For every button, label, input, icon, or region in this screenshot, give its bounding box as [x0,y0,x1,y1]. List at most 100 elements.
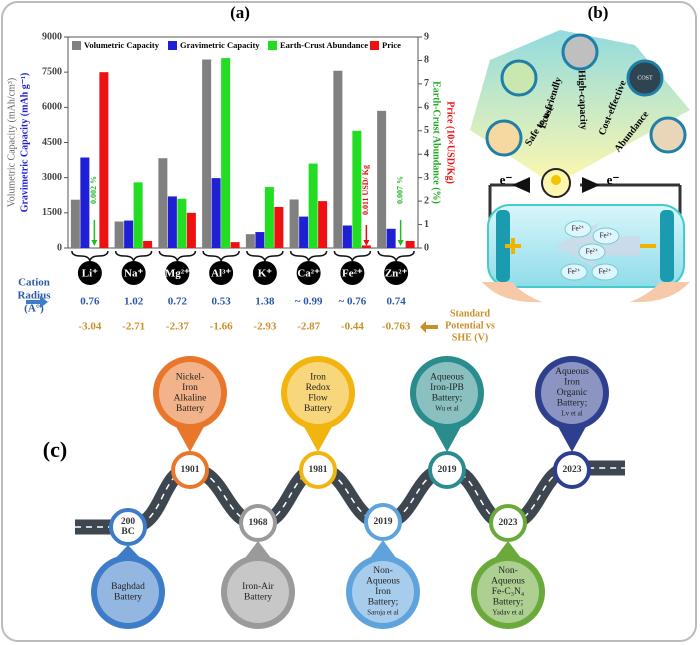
category-badge [340,261,365,285]
x-tick-label: Ca²⁺ [297,268,320,280]
y-tick-label: 3000 [42,172,62,183]
bar [114,221,124,248]
year-node [239,504,277,542]
bar [377,110,387,248]
panel-b: COST Safe to use Eco-friendly High-capac… [470,30,690,303]
legend-swatch [168,41,177,50]
bar [124,220,134,248]
legend-swatch [370,41,379,50]
pin-face [287,362,349,424]
timeline: 200BCBaghdadBattery1901Nickel-IronAlkali… [91,356,609,629]
pin-head [153,356,227,430]
x-tick-label: Mg²⁺ [165,268,190,280]
bar [167,196,177,248]
y-axis-title: Volumetric Capacity (mAh/cm³) [6,78,17,207]
row-label: Cation [18,277,50,289]
pin-face [227,561,289,623]
bar [202,59,212,248]
ion: Fe²⁺ [599,268,612,276]
radius-value: ~ 0.99 [295,296,323,308]
year-label: 2023 [563,465,582,475]
y2-tick-label: 1 [424,219,429,230]
pin-pointer [302,423,334,452]
bar [274,206,284,248]
bar [264,187,274,248]
milestone-label: Flow [308,393,328,403]
milestone-label: Iron [310,372,326,382]
year-label: 2019 [374,517,393,527]
icon [500,59,538,97]
pin-face [477,561,539,623]
year-node [299,451,337,489]
year-node [553,451,591,489]
panel-label: (a) [230,3,250,22]
pin-face [416,362,478,424]
legend-swatch [268,41,277,50]
legend-label: Price [382,40,401,50]
bar [405,240,415,248]
potential-value: -2.87 [297,321,320,333]
bar [99,72,109,249]
bar [255,232,265,248]
milestone-label: Battery [304,404,332,414]
x-tick-label: Li⁺ [82,268,98,280]
radius-value: 0.72 [168,296,188,308]
milestone-label: Wu et al [435,404,458,412]
bar [158,158,168,248]
potential-value: -3.04 [78,321,101,333]
bar [143,240,153,248]
y2-tick-label: 9 [424,31,429,42]
electrode [660,210,674,282]
year-node [109,508,147,546]
milestone-label: Fe-C₃N₄ [492,587,525,597]
annotation: 0.011 USD/ Kg [361,165,370,215]
category-badge [165,261,190,285]
radius-value: 0.53 [212,296,232,308]
x-tick-label: Al³⁺ [211,268,231,280]
milestone-label: Non- [373,566,393,576]
icon [626,59,664,97]
y-tick-label: 9000 [42,31,62,42]
milestone-label: Battery; [368,598,399,608]
y2-tick-label: 0 [424,242,429,253]
electron: e⁻ [500,172,513,187]
electron: e⁻ [607,172,620,187]
legend-label: Earth-Crust Abundance [280,40,368,50]
radius-value: ~ 0.76 [339,296,367,308]
ion: Fe²⁺ [586,248,599,256]
bar [342,225,352,248]
feature-label: High-capacity [576,70,589,130]
year-node [428,451,466,489]
radius-value: 1.38 [255,296,275,308]
milestone-label: Battery [244,592,272,602]
potential-value: -2.93 [253,321,276,333]
arrow [582,177,600,193]
milestone-label: Iron-Air [242,582,274,592]
pin-head [535,356,609,430]
year-label: 1981 [309,465,328,475]
y2-axis-title: Earth-Crust Abundance (%) [431,81,442,204]
bar [221,58,231,248]
milestone-label: Redox [306,383,331,393]
milestone-label: Aqueous [491,577,525,587]
bar [386,228,396,248]
y2-tick-label: 5 [424,125,429,136]
pin-head [410,356,484,430]
year-label: 200 [121,517,136,527]
ion: Fe²⁺ [572,225,585,233]
y2-tick-label: 6 [424,102,429,113]
panel-label: (b) [588,3,609,22]
milestone-label: Battery; [432,393,463,403]
radius-value: 1.02 [124,296,144,308]
annotation: 0.002 % [89,176,98,204]
row-arrow [420,321,438,333]
pin-head [221,555,295,629]
year-node [489,504,527,542]
pin-head [91,555,165,629]
icon-text: COST [637,75,653,81]
potential-value: -1.66 [210,321,233,333]
category-badge [209,261,234,285]
pin-face [541,362,603,424]
y-axis-title: Gravimetric Capacity (mAh g⁻¹) [19,73,30,213]
